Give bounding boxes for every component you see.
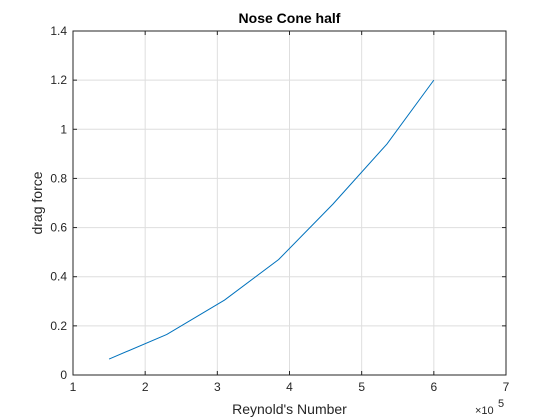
- x-tick-label: 5: [358, 380, 365, 394]
- y-tick-label: 1.4: [50, 24, 67, 38]
- chart-title: Nose Cone half: [239, 10, 341, 26]
- x-tick-label: 2: [142, 380, 149, 394]
- x-tick-label: 1: [70, 380, 77, 394]
- y-tick-label: 0.4: [50, 270, 67, 284]
- x-tick-label: 4: [286, 380, 293, 394]
- y-ticks: 0 0.2 0.4 0.6 0.8 1 1.2 1.4: [50, 24, 506, 382]
- y-tick-label: 0.2: [50, 319, 67, 333]
- x-ticks: 1 2 3 4 5 6 7: [70, 31, 510, 394]
- x-exponent-power: 5: [498, 398, 504, 410]
- x-tick-label: 7: [503, 380, 510, 394]
- y-tick-label: 1: [60, 122, 67, 136]
- y-tick-label: 0.8: [50, 171, 67, 185]
- series-group: [108, 79, 435, 360]
- x-tick-label: 6: [430, 380, 437, 394]
- x-exponent-label: ×10: [475, 405, 494, 417]
- y-tick-label: 0.6: [50, 221, 67, 235]
- y-tick-label: 1.2: [50, 73, 67, 87]
- y-axis-label: drag force: [29, 171, 45, 234]
- x-tick-label: 3: [214, 380, 221, 394]
- x-axis-label: Reynold's Number: [232, 401, 347, 417]
- y-tick-label: 0: [60, 368, 67, 382]
